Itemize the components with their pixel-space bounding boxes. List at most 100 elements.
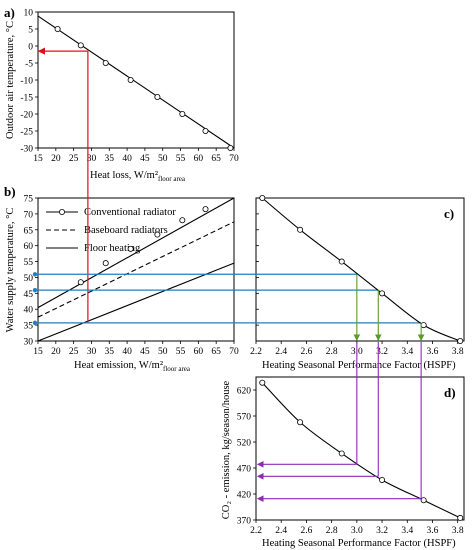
- y-tick-label: 45: [24, 290, 34, 300]
- x-tick-label: 3.2: [376, 526, 388, 536]
- data-point: [102, 60, 109, 67]
- y-tick-label: 65: [24, 226, 34, 236]
- x-tick-label: 3.0: [351, 526, 363, 536]
- data-point: [338, 258, 345, 265]
- x-tick-label: 3.6: [427, 347, 439, 357]
- x-tick-label: 2.2: [250, 347, 262, 357]
- y-tick-label: 5: [28, 26, 33, 36]
- data-point: [179, 217, 186, 224]
- data-point: [127, 77, 134, 84]
- y-tick-label: 0: [28, 43, 33, 53]
- y-tick-label: 370: [237, 517, 252, 527]
- panel-d-xlabel: Heating Seasonal Performance Factor (HSP…: [262, 538, 456, 549]
- data-point: [297, 226, 304, 233]
- y-tick-label: 75: [24, 195, 34, 205]
- data-point: [457, 337, 464, 344]
- data-point: [259, 194, 266, 201]
- series-baseboard-radiators: [37, 221, 235, 318]
- x-tick-label: 55: [176, 347, 186, 357]
- x-tick-label: 25: [69, 154, 79, 164]
- y-tick-label: -30: [20, 145, 33, 155]
- x-tick-label: 70: [229, 347, 239, 357]
- hspf-temperature-curve: [261, 197, 461, 342]
- data-point: [154, 94, 161, 101]
- panel-a-xlabel: Heat loss, W/m²floor area: [90, 170, 186, 183]
- y-tick-label: -25: [20, 128, 33, 138]
- panel-b-frame: [37, 197, 235, 342]
- x-tick-label: 45: [140, 154, 150, 164]
- y-tick-label: -10: [20, 77, 33, 87]
- x-tick-label: 30: [87, 347, 97, 357]
- x-tick-label: 2.6: [300, 526, 312, 536]
- x-tick-label: 65: [211, 154, 221, 164]
- y-tick-label: 60: [24, 242, 34, 252]
- y-tick-label: 70: [24, 210, 34, 220]
- data-point: [154, 231, 161, 238]
- blue-guide-dot: [32, 272, 38, 277]
- x-tick-label: 2.4: [275, 347, 287, 357]
- y-tick-label: -5: [25, 60, 33, 70]
- legend-label-floor: Floor heating: [84, 243, 141, 254]
- data-point: [77, 42, 84, 49]
- series-floor-heating: [37, 262, 235, 342]
- legend: Conventional radiator Baseboard radiator…: [46, 207, 176, 254]
- data-point: [179, 111, 186, 118]
- panel-a-label: a): [4, 5, 15, 20]
- panel-d-label: d): [444, 385, 456, 400]
- x-tick-label: 3.8: [452, 526, 464, 536]
- data-point: [338, 450, 345, 457]
- x-tick-label: 2.6: [300, 347, 312, 357]
- y-tick-label: 55: [24, 258, 34, 268]
- x-tick-label: 15: [33, 347, 43, 357]
- x-tick-label: 60: [194, 347, 204, 357]
- y-tick-label: 470: [237, 465, 252, 475]
- x-tick-label: 35: [105, 154, 115, 164]
- x-tick-label: 50: [158, 347, 168, 357]
- y-tick-label: 30: [24, 338, 34, 348]
- legend-marker-conventional: [59, 208, 66, 215]
- legend-label-conventional: Conventional radiator: [84, 207, 176, 218]
- blue-guide-dot: [32, 320, 38, 326]
- panel-b-xlabel: Heat emission, W/m²floor area: [74, 360, 191, 373]
- data-point: [127, 245, 134, 252]
- x-tick-label: 2.4: [275, 526, 287, 536]
- panel-b-ylabel: Water supply temperature, °C: [5, 208, 16, 333]
- y-tick-label: 570: [237, 413, 252, 423]
- panel-d-ylabel: CO₂ - emission, kg/season/house: [221, 380, 232, 519]
- data-point: [102, 260, 109, 267]
- data-point: [457, 514, 464, 521]
- data-point: [379, 476, 386, 483]
- data-point: [227, 144, 234, 151]
- data-point: [259, 379, 266, 386]
- x-tick-label: 3.6: [427, 526, 439, 536]
- x-tick-label: 20: [51, 347, 61, 357]
- blue-guide-dot: [32, 287, 38, 293]
- data-point: [379, 290, 386, 297]
- series-conventional-radiator: [37, 197, 235, 309]
- panel-c-label: c): [444, 206, 454, 221]
- x-tick-label: 45: [140, 347, 150, 357]
- y-tick-label: 50: [24, 274, 34, 284]
- data-point: [77, 279, 84, 286]
- y-tick-label: 35: [24, 322, 34, 332]
- panel-c-xlabel: Heating Seasonal Performance Factor (HSP…: [262, 360, 456, 371]
- panel-a-ylabel: Outdoor air temperature, °C: [5, 21, 16, 139]
- data-point: [202, 127, 209, 134]
- plot-content: 15 20 25 30 35 40 45 50 55 60 65 701050-5-10-15-20-…: [20, 9, 464, 537]
- x-tick-label: 55: [176, 154, 186, 164]
- x-tick-label: 15: [33, 154, 43, 164]
- data-point: [297, 419, 304, 426]
- y-tick-label: -15: [20, 94, 33, 104]
- x-tick-label: 60: [194, 154, 204, 164]
- data-point: [202, 206, 209, 213]
- x-tick-label: 3.2: [376, 347, 388, 357]
- x-tick-label: 40: [122, 347, 132, 357]
- x-tick-label: 30: [87, 154, 97, 164]
- co2-emission-curve: [261, 382, 461, 519]
- x-tick-label: 50: [158, 154, 168, 164]
- x-tick-label: 2.8: [326, 347, 338, 357]
- x-tick-label: 2.2: [250, 526, 262, 536]
- y-tick-label: 10: [24, 9, 34, 19]
- data-point: [54, 25, 61, 32]
- panel-d-frame: [255, 376, 465, 521]
